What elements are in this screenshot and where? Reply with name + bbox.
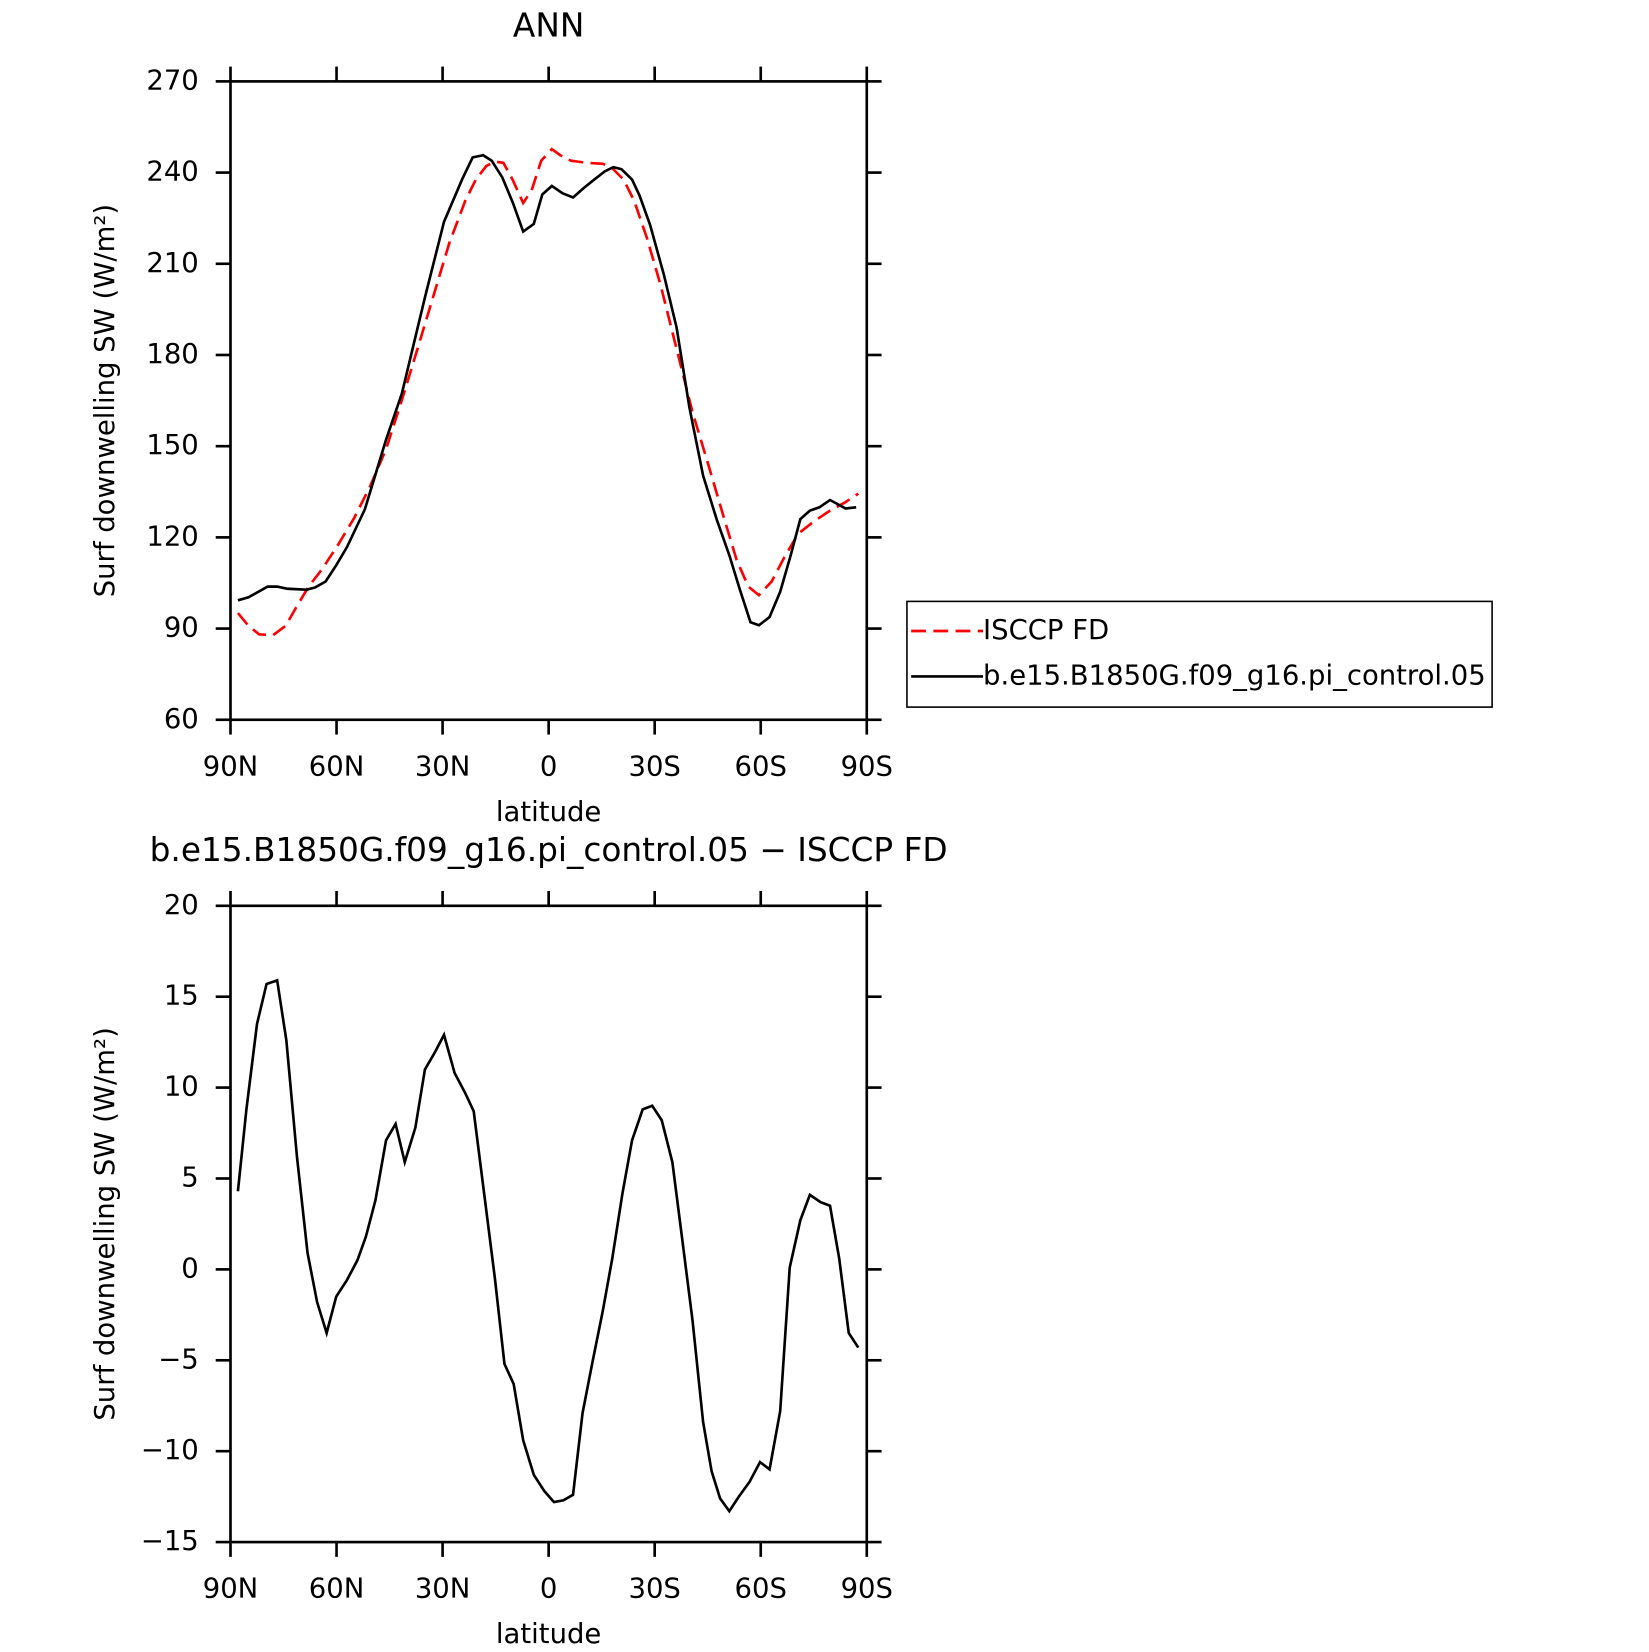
- x-tick-label: 60S: [735, 1573, 787, 1605]
- y-tick-label: 270: [146, 64, 198, 96]
- y-tick-label: 240: [146, 156, 198, 188]
- x-tick-label: 90S: [841, 1573, 893, 1605]
- y-tick-label: 90: [164, 612, 199, 644]
- x-tick-label: 60N: [309, 750, 365, 782]
- x-tick-label: 0: [540, 750, 557, 782]
- x-tick-label: 30S: [628, 1573, 680, 1605]
- plot-frame: [229, 904, 869, 1544]
- series-line: [236, 978, 860, 1514]
- x-axis-label: latitude: [496, 1618, 601, 1650]
- y-tick-label: 180: [146, 338, 198, 370]
- x-tick-label: 30S: [628, 750, 680, 782]
- y-axis-label: Surf downwelling SW (W/m²): [89, 1027, 121, 1420]
- chart-title: ANN: [513, 6, 584, 44]
- y-tick-label: −5: [158, 1343, 199, 1375]
- series-line: [237, 153, 857, 627]
- x-tick-label: 30N: [415, 1573, 471, 1605]
- legend-box: [906, 600, 1493, 708]
- y-tick-label: −10: [141, 1434, 199, 1466]
- series-line: [236, 147, 860, 637]
- x-tick-label: 90N: [203, 750, 259, 782]
- y-tick-label: 20: [164, 889, 199, 921]
- x-tick-label: 90S: [841, 750, 893, 782]
- y-tick-label: 0: [181, 1252, 198, 1284]
- x-tick-label: 0: [540, 1573, 557, 1605]
- legend: ISCCP FD b.e15.B1850G.f09_g16.pi_control.…: [906, 600, 1493, 708]
- x-axis-label: latitude: [496, 796, 601, 828]
- y-tick-label: 5: [181, 1161, 198, 1193]
- x-tick-label: 90N: [203, 1573, 259, 1605]
- y-axis-label: Surf downwelling SW (W/m²): [89, 204, 121, 597]
- y-tick-label: 15: [164, 980, 199, 1012]
- y-tick-label: 150: [146, 429, 198, 461]
- legend-label: b.e15.B1850G.f09_g16.pi_control.05: [983, 659, 1486, 691]
- y-tick-label: 10: [164, 1071, 199, 1103]
- x-tick-label: 30N: [415, 750, 471, 782]
- y-tick-label: −15: [141, 1525, 199, 1557]
- plot-frame: [229, 80, 869, 722]
- legend-label: ISCCP FD: [983, 614, 1109, 646]
- y-tick-label: 210: [146, 247, 198, 279]
- chart-title: b.e15.B1850G.f09_g16.pi_control.05 − ISC…: [150, 831, 948, 869]
- y-tick-label: 60: [164, 703, 199, 735]
- x-tick-label: 60S: [735, 750, 787, 782]
- x-tick-label: 60N: [309, 1573, 365, 1605]
- y-tick-label: 120: [146, 520, 198, 552]
